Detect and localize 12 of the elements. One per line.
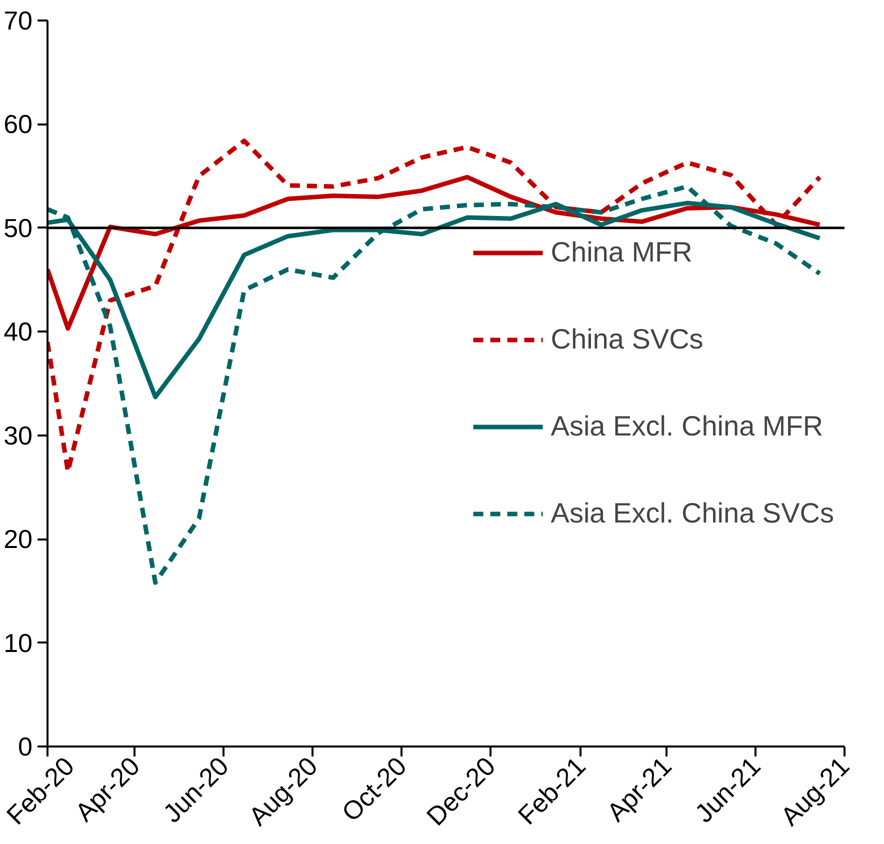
y-tick-label: 30 xyxy=(4,420,32,450)
legend-label: China SVCs xyxy=(550,324,704,356)
y-tick-label: 50 xyxy=(4,212,32,243)
y-tick-label: 60 xyxy=(4,109,32,140)
y-tick-label: 0 xyxy=(18,732,33,762)
y-tick-label: 20 xyxy=(4,524,32,554)
y-tick-label: 40 xyxy=(4,316,32,347)
y-tick-label: 10 xyxy=(4,628,32,658)
legend-label: Asia Excl. China SVCs xyxy=(550,498,834,530)
legend-label: China MFR xyxy=(550,236,692,268)
legend-label: Asia Excl. China MFR xyxy=(550,410,824,442)
y-tick-label: 70 xyxy=(4,6,32,36)
